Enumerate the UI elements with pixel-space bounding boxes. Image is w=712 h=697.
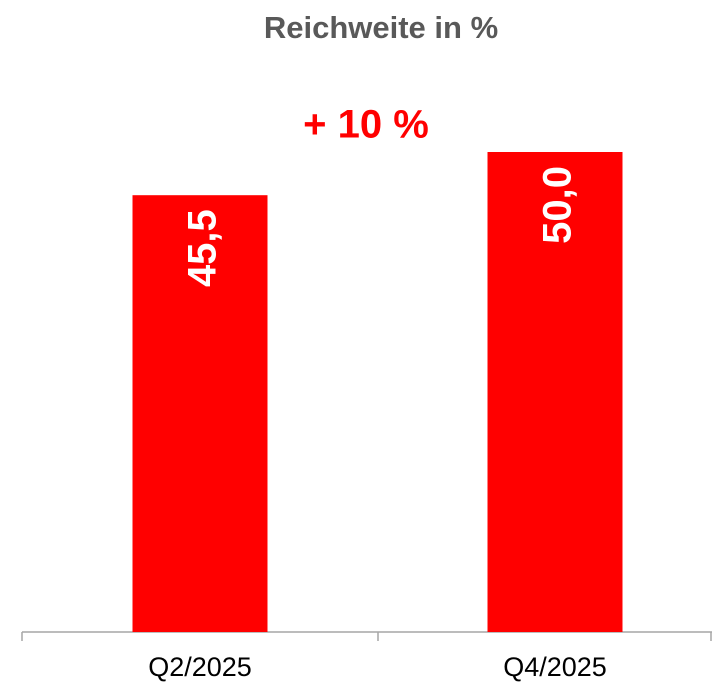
data-label: 45,5	[181, 209, 225, 287]
bar	[487, 152, 623, 632]
annotation: + 10 %	[303, 103, 429, 147]
x-tick-label: Q4/2025	[503, 652, 607, 682]
x-tick-label: Q2/2025	[148, 652, 252, 682]
data-label: 50,0	[536, 166, 580, 244]
bar	[132, 195, 268, 632]
chart-title: Reichweite in %	[264, 10, 498, 45]
